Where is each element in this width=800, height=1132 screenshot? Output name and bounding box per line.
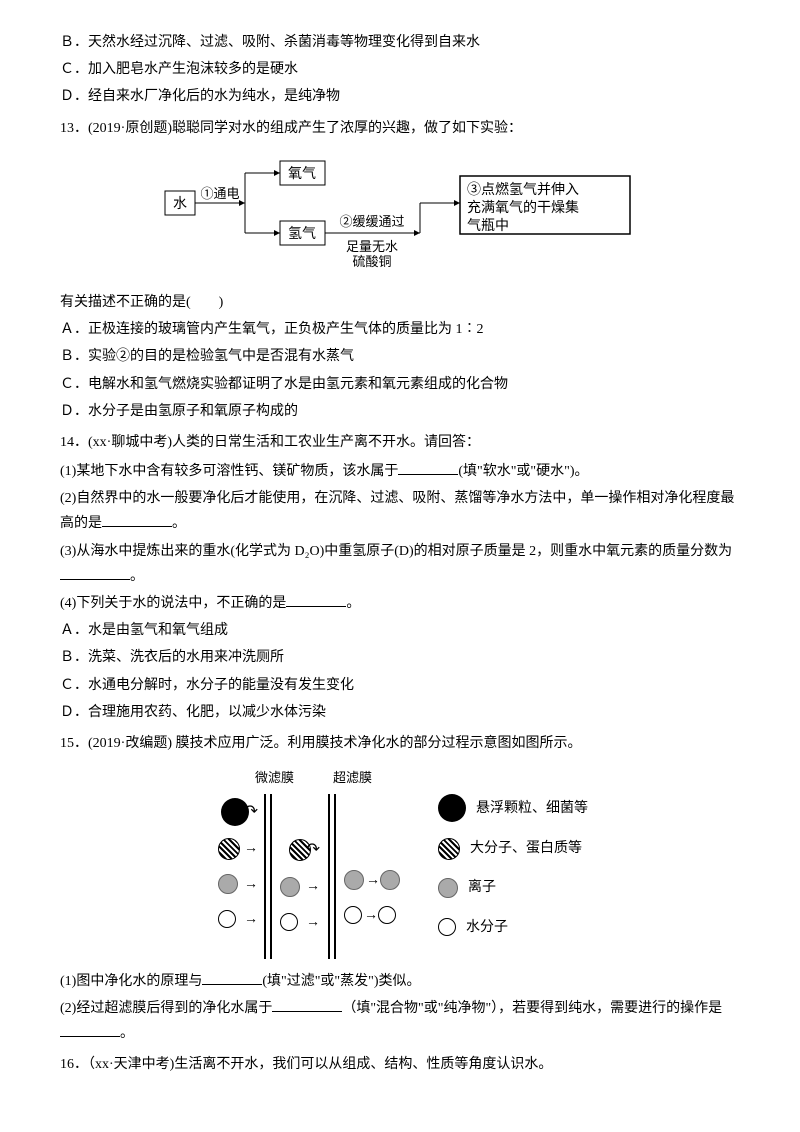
option-b: Ｂ．天然水经过沉降、过滤、吸附、杀菌消毒等物理变化得到自来水 [60,30,740,55]
svg-text:①通电: ①通电 [200,186,239,201]
flowchart-diagram: 水 ①通电 氧气 氢气 ②缓缓通过 足量无水 硫酸铜 ③点燃氢气并伸入 充满氧气… [60,151,740,280]
svg-text:氢气: 氢气 [288,226,316,242]
q14-sub2: (2)自然界中的水一般要净化后才能使用，在沉降、过滤、吸附、蒸馏等净水方法中，单… [60,486,740,536]
q14-option-a: Ａ．水是由氢气和氧气组成 [60,618,740,643]
q15-sub2: (2)经过超滤膜后得到的净化水属于（填"混合物"或"纯净物"），若要得到纯水，需… [60,996,740,1046]
membrane-diagram: 微滤膜超滤膜 ↷ → → → ↷ → → [60,766,740,958]
q13-option-a: Ａ．正极连接的玻璃管内产生氧气，正负极产生气体的质量比为 1∶2 [60,317,740,342]
q14-sub3: (3)从海水中提炼出来的重水(化学式为 D₂O)中重氢原子(D)的相对原子质量是… [60,539,740,589]
q14-sub4: (4)下列关于水的说法中，不正确的是。 [60,591,740,616]
svg-text:②缓缓通过: ②缓缓通过 [339,214,404,229]
q13-option-d: Ｄ．水分子是由氢原子和氧原子构成的 [60,399,740,424]
question-14: 14．(xx·聊城中考)人类的日常生活和工农业生产离不开水。请回答： [60,430,740,455]
svg-text:足量无水: 足量无水 [346,239,398,254]
q13-prompt: 有关描述不正确的是( ) [60,290,740,315]
option-c: Ｃ．加入肥皂水产生泡沫较多的是硬水 [60,57,740,82]
q14-option-b: Ｂ．洗菜、洗衣后的水用来冲洗厕所 [60,645,740,670]
question-15: 15．(2019·改编题) 膜技术应用广泛。利用膜技术净化水的部分过程示意图如图… [60,731,740,756]
option-d: Ｄ．经自来水厂净化后的水为纯水，是纯净物 [60,84,740,109]
svg-text:气瓶中: 气瓶中 [467,218,509,234]
svg-text:氧气: 氧气 [288,166,316,182]
q13-option-b: Ｂ．实验②的目的是检验氢气中是否混有水蒸气 [60,344,740,369]
water-box: 水 [173,196,187,212]
svg-text:充满氧气的干燥集: 充满氧气的干燥集 [467,199,579,216]
svg-text:硫酸铜: 硫酸铜 [352,254,391,269]
question-13: 13．(2019·原创题)聪聪同学对水的组成产生了浓厚的兴趣，做了如下实验： [60,116,740,141]
q14-option-d: Ｄ．合理施用农药、化肥，以减少水体污染 [60,700,740,725]
svg-text:③点燃氢气并伸入: ③点燃氢气并伸入 [467,181,579,198]
q13-option-c: Ｃ．电解水和氢气燃烧实验都证明了水是由氢元素和氧元素组成的化合物 [60,372,740,397]
q15-sub1: (1)图中净化水的原理与(填"过滤"或"蒸发")类似。 [60,969,740,994]
q14-option-c: Ｃ．水通电分解时，水分子的能量没有发生变化 [60,673,740,698]
question-16: 16．（xx·天津中考)生活离不开水，我们可以从组成、结构、性质等角度认识水。 [60,1052,740,1077]
q14-sub1: (1)某地下水中含有较多可溶性钙、镁矿物质，该水属于(填"软水"或"硬水")。 [60,459,740,484]
